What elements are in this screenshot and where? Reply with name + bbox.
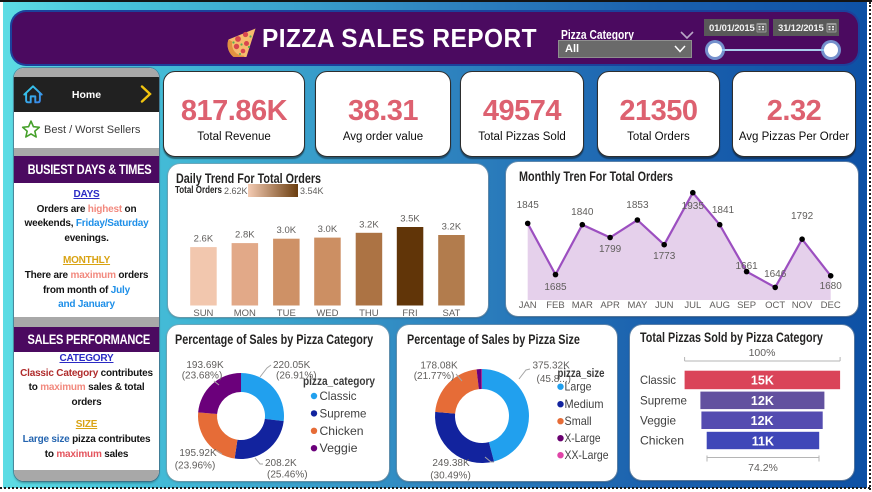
svg-text:WED: WED: [316, 308, 338, 317]
svg-text:1680: 1680: [820, 281, 843, 292]
svg-text:MAY: MAY: [627, 300, 648, 311]
svg-text:Veggie: Veggie: [320, 441, 358, 455]
svg-text:1792: 1792: [791, 211, 814, 222]
svg-text:FRI: FRI: [402, 308, 417, 317]
svg-text:2.6K: 2.6K: [194, 234, 214, 245]
svg-text:pizza_category: pizza_category: [303, 374, 375, 388]
svg-text:SEP: SEP: [737, 300, 756, 311]
svg-text:MON: MON: [234, 308, 256, 317]
svg-text:3.0K: 3.0K: [277, 225, 297, 236]
svg-text:Veggie: Veggie: [640, 414, 676, 428]
svg-text:APR: APR: [600, 300, 620, 311]
svg-text:SAT: SAT: [443, 308, 461, 317]
svg-text:(26.91%): (26.91%): [276, 371, 317, 382]
svg-text:1841: 1841: [712, 205, 735, 216]
svg-text:(23.68%): (23.68%): [182, 371, 223, 382]
svg-text:178.08K: 178.08K: [420, 361, 458, 372]
svg-text:3.2K: 3.2K: [442, 222, 462, 233]
svg-text:195.92K: 195.92K: [179, 448, 217, 459]
svg-text:1661: 1661: [735, 261, 758, 272]
svg-text:AUG: AUG: [709, 300, 730, 311]
svg-text:249.38K: 249.38K: [432, 458, 470, 469]
svg-text:(25.46%): (25.46%): [267, 470, 308, 481]
svg-text:12K: 12K: [751, 414, 774, 428]
svg-text:Chicken: Chicken: [640, 434, 684, 448]
svg-text:2.8K: 2.8K: [235, 230, 255, 241]
svg-text:JUN: JUN: [655, 300, 674, 311]
svg-text:1845: 1845: [517, 200, 540, 211]
svg-text:74.2%: 74.2%: [748, 462, 778, 474]
svg-text:1685: 1685: [544, 282, 567, 293]
svg-text:3.5K: 3.5K: [400, 214, 420, 225]
svg-text:1773: 1773: [653, 251, 676, 262]
svg-text:FEB: FEB: [546, 300, 564, 311]
svg-text:15K: 15K: [751, 374, 774, 388]
svg-text:Large: Large: [565, 380, 592, 394]
svg-text:DEC: DEC: [821, 300, 841, 311]
svg-text:pizza_size: pizza_size: [558, 366, 605, 380]
svg-text:11K: 11K: [752, 434, 774, 448]
svg-text:1799: 1799: [599, 244, 622, 255]
svg-text:375.32K: 375.32K: [533, 361, 571, 372]
svg-text:193.69K: 193.69K: [186, 360, 224, 371]
svg-text:Classic: Classic: [640, 373, 676, 387]
svg-text:3.0K: 3.0K: [318, 224, 338, 235]
svg-text:THU: THU: [359, 308, 379, 317]
svg-text:(45.8...): (45.8...): [537, 374, 571, 385]
svg-text:Small: Small: [565, 414, 592, 428]
svg-text:Chicken: Chicken: [320, 424, 364, 438]
svg-text:208.2K: 208.2K: [265, 458, 297, 469]
svg-text:Supreme: Supreme: [640, 394, 687, 408]
svg-text:X-Large: X-Large: [565, 431, 601, 445]
svg-text:100%: 100%: [749, 347, 776, 359]
svg-text:1853: 1853: [626, 200, 649, 211]
svg-text:1646: 1646: [764, 269, 787, 280]
svg-text:220.05K: 220.05K: [273, 360, 311, 371]
svg-text:NOV: NOV: [792, 300, 813, 311]
svg-text:(30.49%): (30.49%): [430, 471, 471, 482]
svg-text:3.2K: 3.2K: [359, 219, 379, 230]
svg-text:TUE: TUE: [277, 308, 296, 317]
svg-text:(21.77%): (21.77%): [414, 371, 455, 382]
svg-text:Classic: Classic: [320, 389, 357, 403]
svg-text:12K: 12K: [751, 394, 774, 408]
svg-text:Supreme: Supreme: [320, 406, 367, 420]
svg-text:XX-Large: XX-Large: [565, 448, 609, 462]
svg-text:JAN: JAN: [519, 300, 537, 311]
svg-text:1840: 1840: [571, 207, 594, 218]
svg-text:(23.96%): (23.96%): [175, 461, 216, 472]
svg-text:JUL: JUL: [684, 300, 701, 311]
svg-text:Medium: Medium: [565, 397, 604, 411]
svg-text:1935: 1935: [682, 201, 705, 212]
svg-text:SUN: SUN: [193, 308, 213, 317]
svg-text:OCT: OCT: [765, 300, 785, 311]
svg-text:MAR: MAR: [572, 300, 593, 311]
